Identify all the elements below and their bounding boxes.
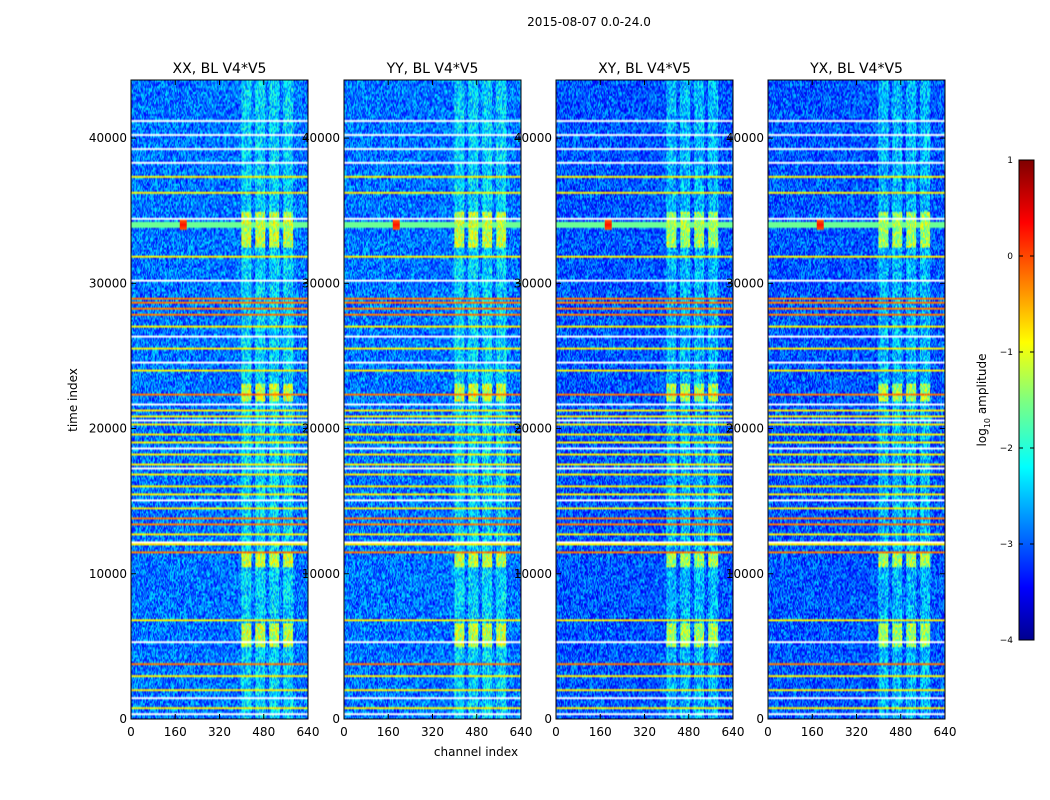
x-tick-label: 160: [164, 725, 187, 739]
panel-title: XY, BL V4*V5: [598, 61, 691, 77]
panels-group: XX, BL V4*V5 0 160 320 480 640 0 10000 20000 3000…: [89, 61, 957, 739]
colorbar-tick-label: −2: [1000, 444, 1013, 454]
panel-title: YY, BL V4*V5: [386, 61, 479, 77]
heatmap-yx: [768, 80, 945, 719]
colorbar-gradient: [1018, 159, 1035, 641]
colorbar-ticks: 1 0 −1 −2 −3 −4: [1000, 156, 1034, 646]
x-tick-label: 320: [633, 725, 656, 739]
y-tick-label: 40000: [89, 131, 127, 145]
x-tick-label: 320: [208, 725, 231, 739]
panel-xy: XY, BL V4*V5 0 160 320 480 640 0 10000 20000 3000…: [514, 61, 745, 739]
x-tick-label: 480: [677, 725, 700, 739]
y-tick-label: 30000: [302, 276, 340, 290]
y-tick-label: 10000: [89, 567, 127, 581]
y-tick-label: 20000: [726, 422, 764, 436]
y-tick-label: 40000: [514, 131, 552, 145]
x-tick-label: 480: [465, 725, 488, 739]
colorbar-tick-label: −1: [1000, 348, 1013, 358]
x-tick-label: 0: [552, 725, 560, 739]
colorbar-tick-label: 0: [1007, 252, 1013, 262]
y-tick-label: 40000: [726, 131, 764, 145]
x-tick-label: 480: [889, 725, 912, 739]
panel-yy: YY, BL V4*V5 0 160 320 480 640 0 10000 20000 3000…: [302, 61, 533, 739]
x-tick-label: 160: [801, 725, 824, 739]
colorbar-label-tail: amplitude: [975, 354, 989, 418]
x-tick-label: 640: [297, 725, 320, 739]
colorbar: 10−1−2−3−4 log10 amplitude: [975, 156, 1035, 646]
y-tick-label: 10000: [514, 567, 552, 581]
x-tick-label: 160: [589, 725, 612, 739]
y-tick-label: 10000: [726, 567, 764, 581]
colorbar-label-main: log: [975, 428, 989, 446]
x-tick-label: 640: [722, 725, 745, 739]
x-tick-label: 480: [252, 725, 275, 739]
y-tick-label: 40000: [302, 131, 340, 145]
y-tick-label: 20000: [514, 422, 552, 436]
y-tick-label: 20000: [89, 422, 127, 436]
y-tick-label: 30000: [514, 276, 552, 290]
colorbar-tick-label: −4: [1000, 636, 1014, 646]
x-tick-label: 160: [377, 725, 400, 739]
x-tick-label: 320: [421, 725, 444, 739]
heatmap-xy: [556, 80, 733, 719]
y-tick-label: 0: [756, 712, 764, 726]
y-tick-label: 10000: [302, 567, 340, 581]
colorbar-label-sub: 10: [983, 418, 992, 428]
y-tick-label: 0: [332, 712, 340, 726]
y-tick-label: 30000: [726, 276, 764, 290]
panel-xx: XX, BL V4*V5 0 160 320 480 640 0 10000 20000 3000…: [89, 61, 320, 739]
y-axis-label: time index: [66, 368, 80, 432]
colorbar-tick-label: 1: [1007, 156, 1013, 166]
colorbar-label: log10 amplitude: [975, 354, 992, 447]
colorbar-tick-label: −3: [1000, 540, 1013, 550]
panel-yx: YX, BL V4*V5 0 160 320 480 640 0 10000 20000 3000…: [726, 61, 957, 739]
y-tick-label: 20000: [302, 422, 340, 436]
y-tick-label: 0: [119, 712, 127, 726]
x-tick-label: 0: [340, 725, 348, 739]
panel-title: XX, BL V4*V5: [173, 61, 267, 77]
x-axis-label: channel index: [434, 745, 518, 759]
figure-suptitle: 2015-08-07 0.0-24.0: [527, 15, 651, 29]
y-tick-label: 0: [544, 712, 552, 726]
x-tick-label: 640: [510, 725, 533, 739]
panel-title: YX, BL V4*V5: [809, 61, 903, 77]
heatmap-yy: [344, 80, 521, 719]
heatmap-xx: [131, 80, 308, 719]
x-tick-label: 320: [845, 725, 868, 739]
x-tick-label: 640: [934, 725, 957, 739]
x-tick-label: 0: [127, 725, 135, 739]
y-tick-label: 30000: [89, 276, 127, 290]
x-tick-label: 0: [764, 725, 772, 739]
